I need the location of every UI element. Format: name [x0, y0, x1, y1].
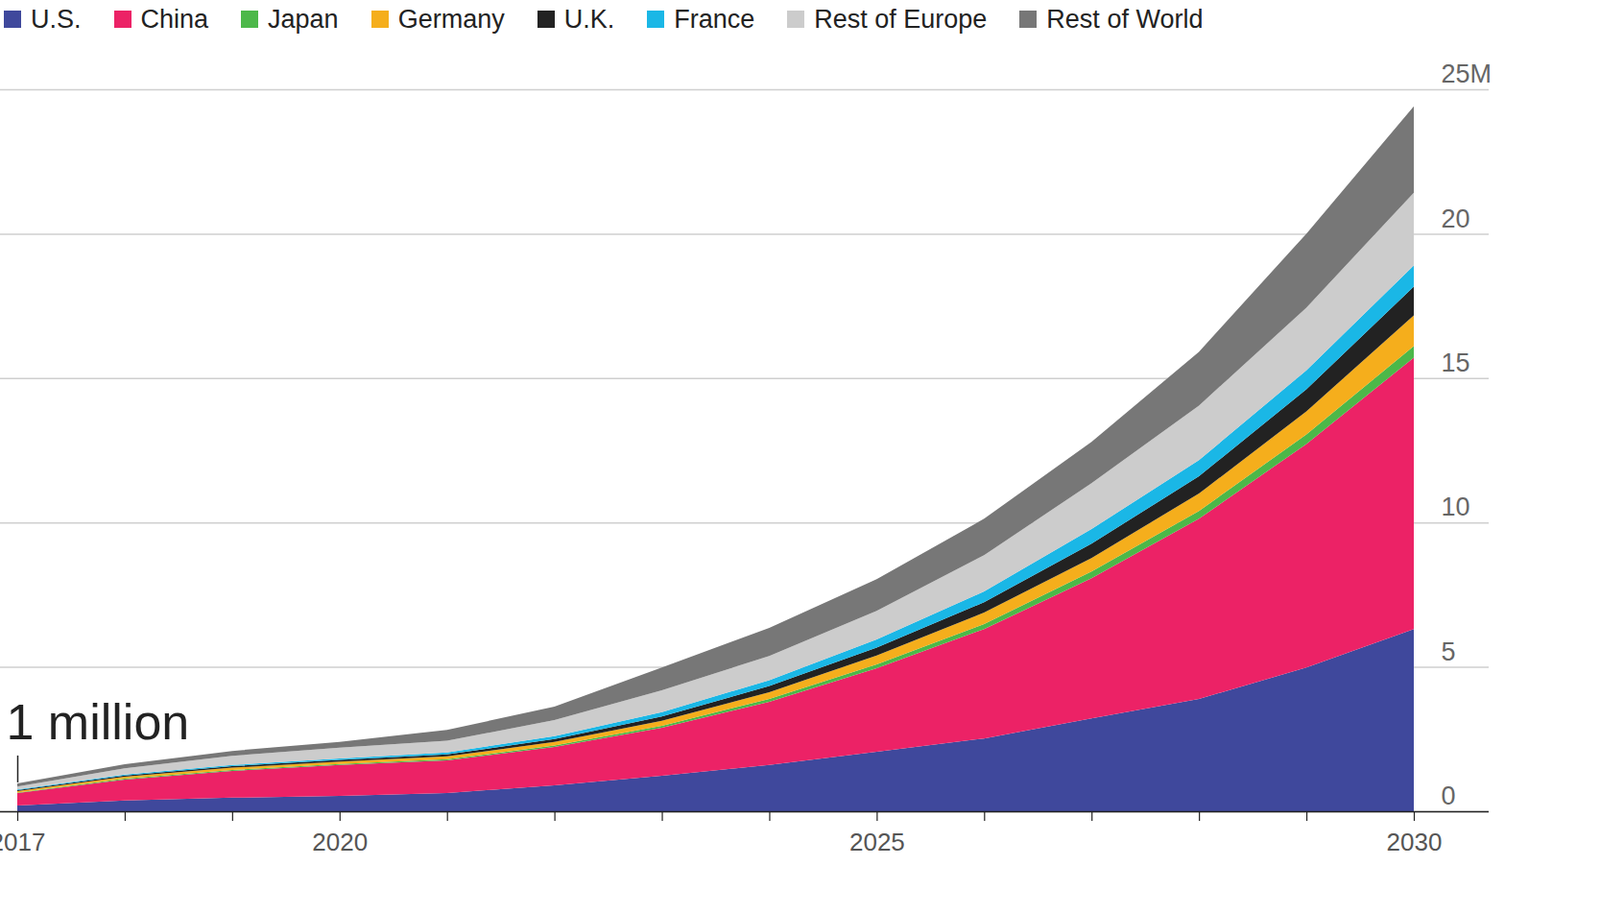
svg-text:2017: 2017 — [0, 827, 46, 857]
svg-text:15: 15 — [1441, 348, 1471, 378]
html-text:Rest of World: Rest of World — [1046, 4, 1204, 34]
html-text:China: China — [140, 4, 209, 34]
svg-text:2030: 2030 — [1386, 827, 1443, 857]
html-text:Japan: Japan — [267, 4, 339, 34]
html-text:U.S.: U.S. — [30, 4, 82, 34]
svg-text:25M: 25M — [1441, 59, 1493, 89]
svg-text:10: 10 — [1441, 492, 1471, 522]
svg-text:2020: 2020 — [311, 827, 368, 857]
html-text:France: France — [673, 4, 755, 34]
html-text:Rest of Europe: Rest of Europe — [814, 4, 988, 34]
svg-text:20: 20 — [1441, 204, 1471, 234]
svg-text:2025: 2025 — [849, 827, 906, 857]
html-text:U.K.: U.K. — [564, 4, 615, 34]
html-text:Germany: Germany — [397, 4, 505, 34]
svg-text:0: 0 — [1441, 781, 1457, 811]
svg-text:5: 5 — [1441, 637, 1457, 667]
svg-text:1 million: 1 million — [6, 693, 191, 750]
